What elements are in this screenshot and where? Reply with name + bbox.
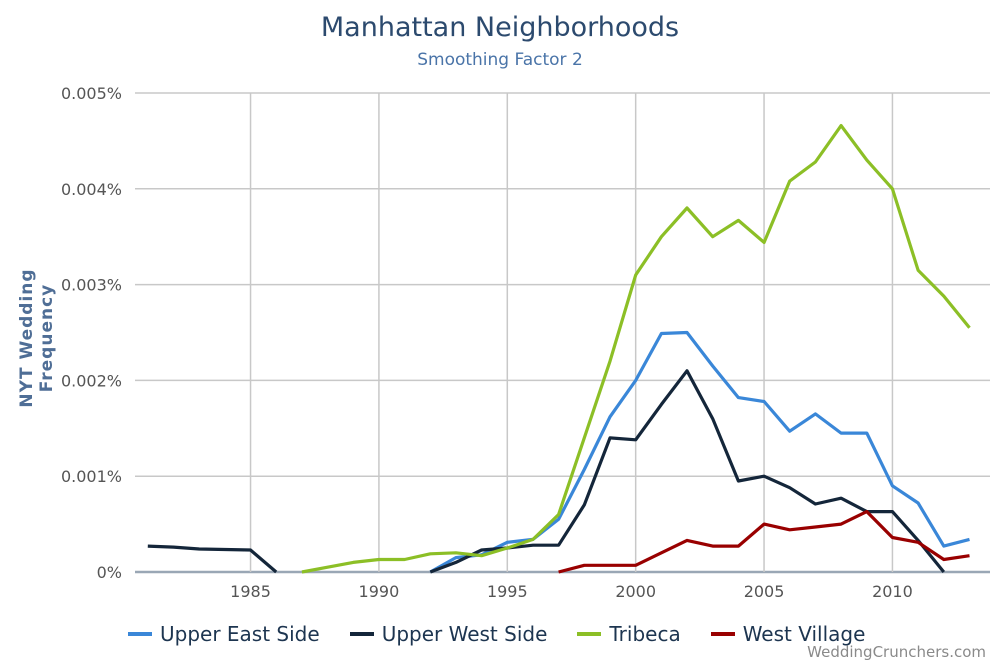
legend-label: West Village [742,622,866,646]
legend-item-upper-east-side[interactable]: Upper East Side [128,622,320,646]
x-tick-label: 2010 [872,582,913,601]
x-tick-label: 2000 [615,582,656,601]
y-tick-label: 0% [97,563,122,582]
y-tick-label: 0.002% [61,371,122,390]
legend-label: Upper East Side [160,622,320,646]
y-tick-label: 0.001% [61,467,122,486]
legend-item-west-village[interactable]: West Village [710,622,866,646]
y-tick-label: 0.005% [61,84,122,103]
legend-swatch [349,632,374,636]
y-tick-label: 0.003% [61,276,122,295]
x-tick-label: 1985 [230,582,271,601]
series-line-upper-east-side [429,330,970,574]
y-tick-label: 0.004% [61,180,122,199]
watermark: WeddingCrunchers.com [807,643,986,661]
y-axis-label: NYT Wedding Frequency [17,268,57,408]
series-line-tribeca [301,123,971,574]
legend-item-upper-west-side[interactable]: Upper West Side [349,622,548,646]
legend-label: Upper West Side [381,622,548,646]
legend-swatch [710,632,735,636]
legend-item-tribeca[interactable]: Tribeca [577,622,681,646]
x-tick-label: 2005 [744,582,785,601]
series-line-west-village [558,510,970,574]
legend-swatch [577,632,602,636]
x-tick-label: 1995 [487,582,528,601]
legend-swatch [128,632,152,636]
x-tick-label: 1990 [359,582,400,601]
legend: Upper East Side Upper West Side Tribeca … [128,622,865,646]
chart-subtitle: Smoothing Factor 2 [417,50,583,70]
series-line-upper-west-side [147,544,278,574]
series-line-upper-west-side [429,369,946,574]
legend-label: Tribeca [609,622,681,646]
chart-title: Manhattan Neighborhoods [320,12,680,43]
